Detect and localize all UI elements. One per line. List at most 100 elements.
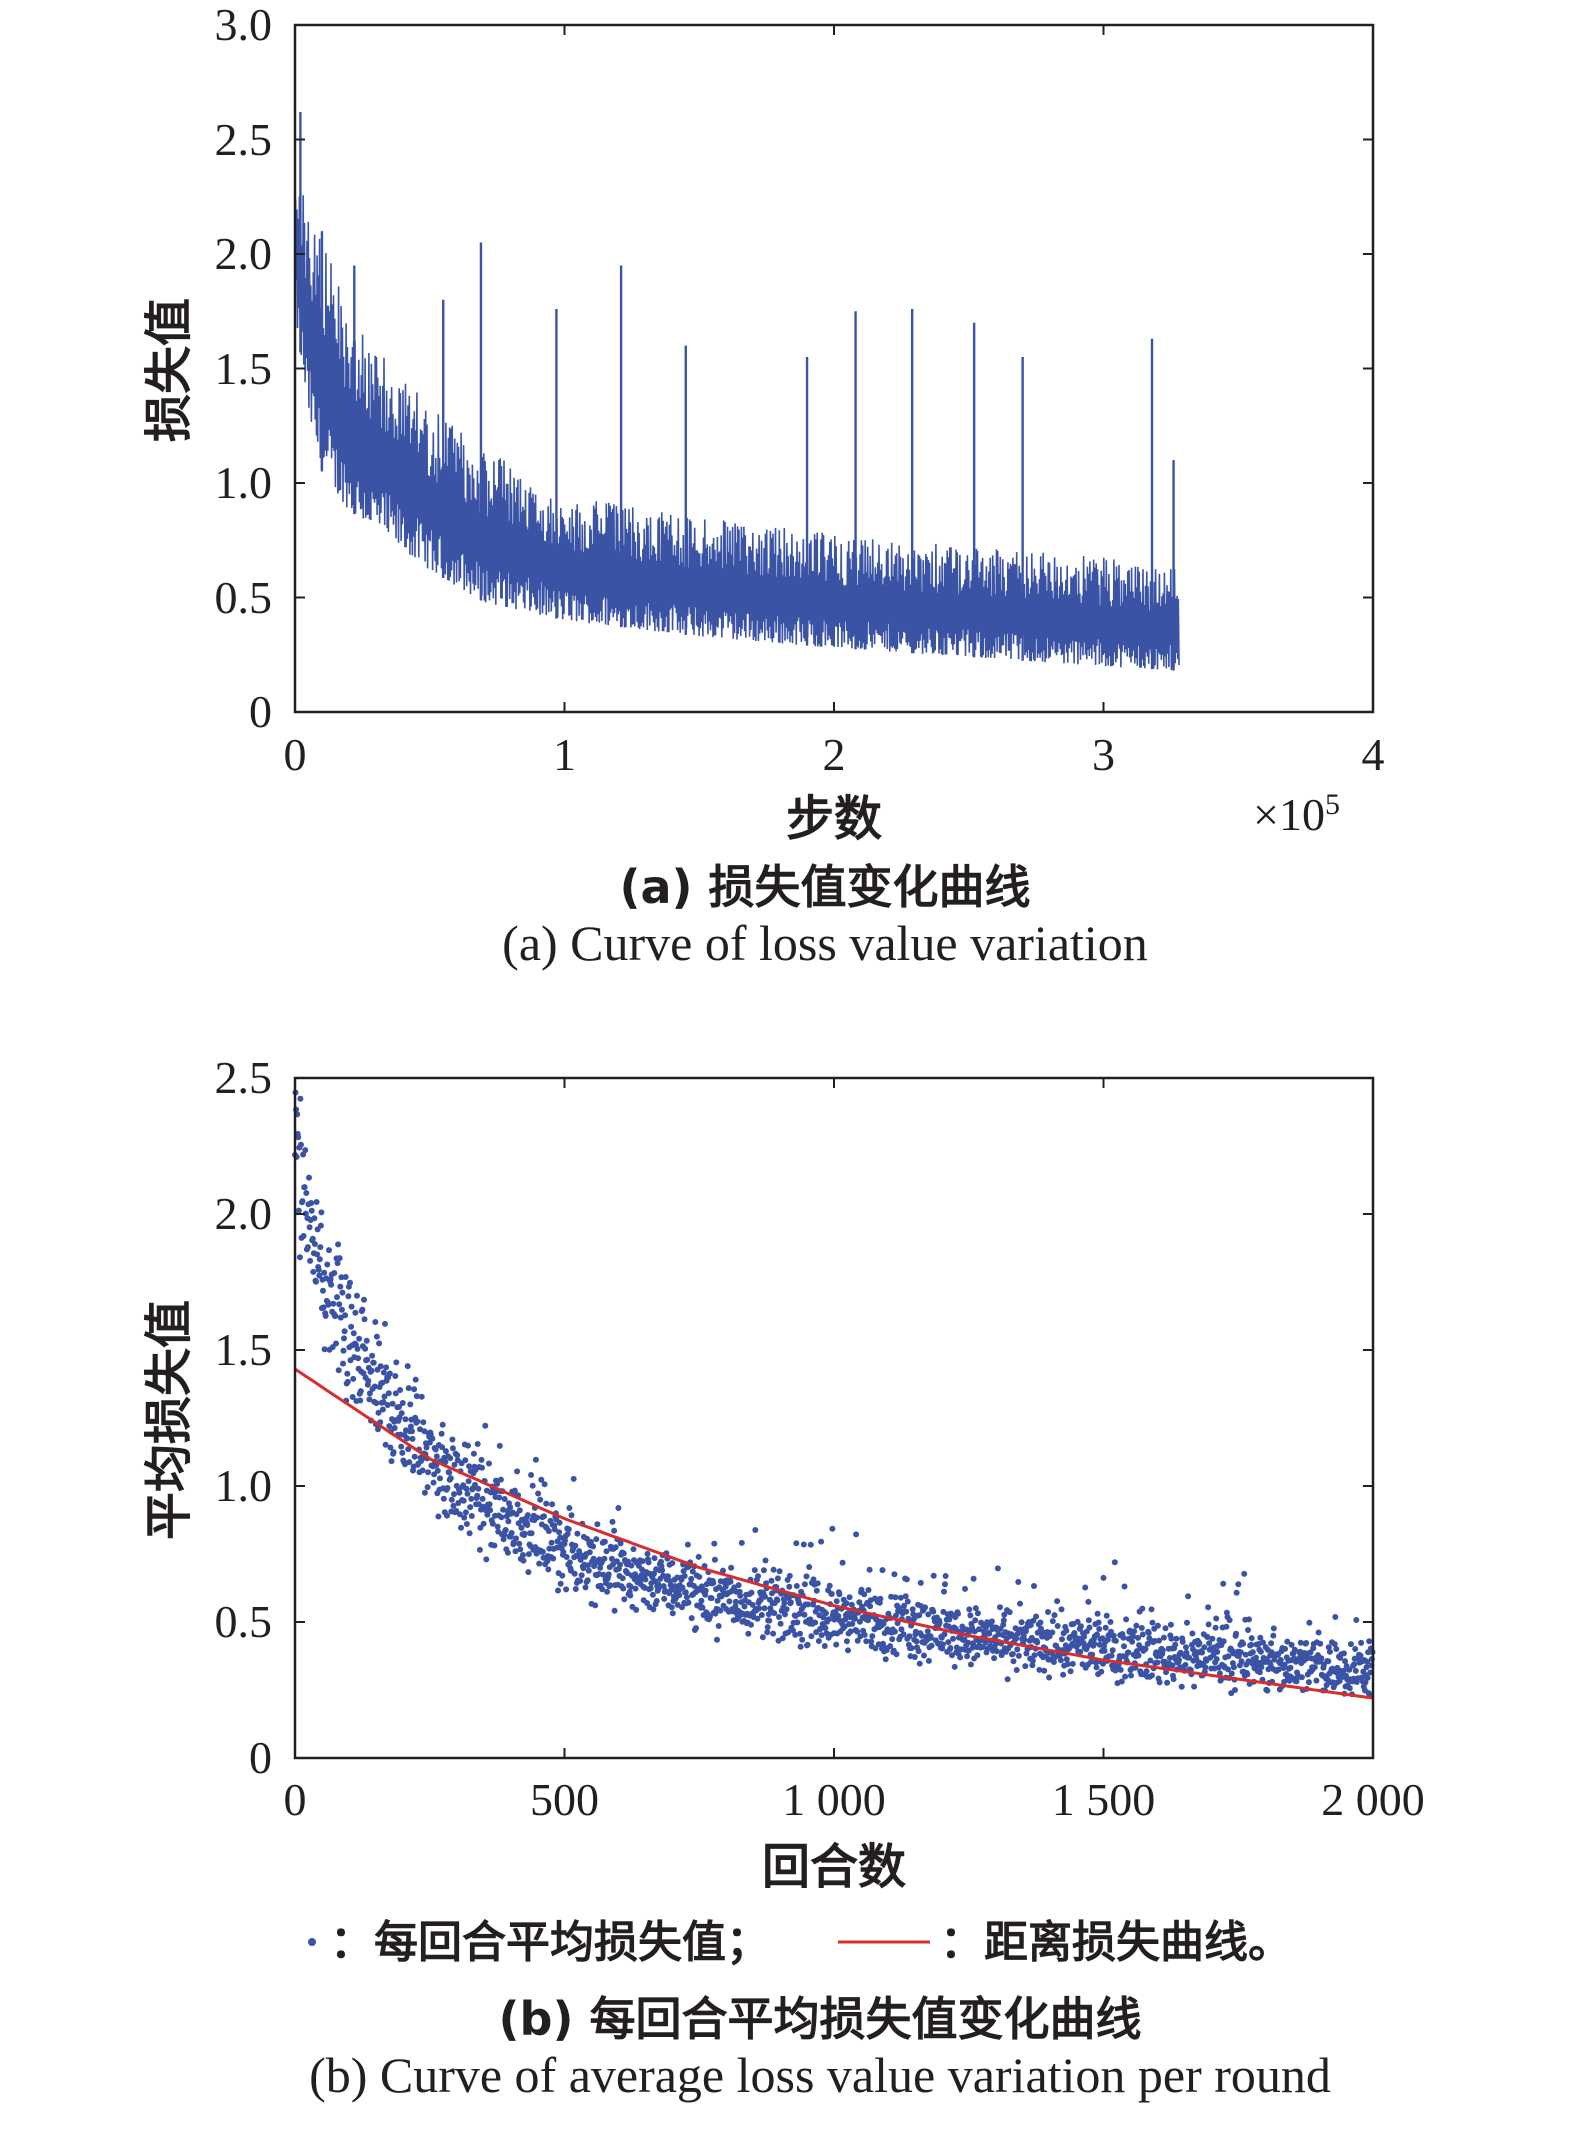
scatter-point [1196, 1640, 1203, 1646]
scatter-point [1109, 1647, 1116, 1654]
scatter-point [893, 1612, 899, 1619]
scatter-point [1281, 1661, 1288, 1668]
scatter-point [1111, 1559, 1118, 1566]
scatter-point [925, 1657, 932, 1664]
scatter-point [1233, 1589, 1240, 1596]
scatter-point [297, 1095, 304, 1102]
scatter-point [658, 1558, 664, 1565]
scatter-point [431, 1471, 438, 1478]
scatter-point [365, 1377, 372, 1384]
scatter-point [696, 1573, 703, 1580]
scatter-point [1204, 1634, 1211, 1640]
scatter-point [806, 1564, 813, 1570]
scatter-point [1120, 1634, 1127, 1641]
scatter-point [361, 1296, 367, 1303]
scatter-point [1162, 1625, 1169, 1632]
scatter-point [1277, 1657, 1284, 1663]
scatter-point [847, 1628, 854, 1635]
scatter-point [1089, 1651, 1096, 1658]
scatter-point [1364, 1658, 1371, 1665]
scatter-point [592, 1602, 599, 1609]
scatter-point [782, 1611, 788, 1618]
scatter-point [1004, 1676, 1011, 1683]
scatter-point [1199, 1649, 1206, 1656]
scatter-point [551, 1526, 558, 1533]
scatter-point [1088, 1658, 1095, 1665]
scatter-point [1050, 1659, 1057, 1665]
scatter-point [776, 1614, 782, 1620]
scatter-point [484, 1511, 491, 1518]
chart-a-ylabel: 损失值 [141, 298, 197, 442]
scatter-point [774, 1575, 781, 1582]
chart-b-xlabel: 回合数 [762, 1839, 906, 1895]
scatter-point [566, 1505, 573, 1511]
scatter-point [1133, 1622, 1140, 1629]
chart-b-fit-curve [294, 1367, 1374, 1700]
scatter-point [976, 1626, 982, 1633]
scatter-point [463, 1485, 470, 1492]
scatter-point [685, 1599, 692, 1606]
scatter-point [761, 1605, 768, 1612]
chart-a-ytick-6: 3.0 [215, 0, 273, 50]
chart-a-xtick-4: 4 [1362, 729, 1385, 780]
scatter-point [354, 1292, 360, 1299]
scatter-point [582, 1584, 589, 1591]
scatter-point [768, 1577, 775, 1584]
chart-a-loss-line [294, 195, 1180, 671]
scatter-point [1313, 1677, 1320, 1684]
scatter-point [1067, 1668, 1074, 1675]
scatter-point [1000, 1617, 1007, 1624]
scatter-point [456, 1511, 463, 1518]
scatter-point [1220, 1638, 1227, 1645]
scatter-point [520, 1557, 527, 1564]
scatter-point [1091, 1640, 1098, 1647]
scatter-point [295, 1134, 302, 1141]
scatter-point [979, 1644, 986, 1650]
scatter-point [538, 1476, 545, 1483]
scatter-point [475, 1501, 482, 1508]
scatter-point [605, 1571, 612, 1578]
scatter-point [397, 1387, 404, 1393]
scatter-point [748, 1621, 754, 1628]
scatter-point [537, 1496, 544, 1503]
scatter-point [375, 1426, 381, 1433]
scatter-point [1358, 1639, 1365, 1646]
scatter-point [887, 1643, 894, 1650]
scatter-point [347, 1279, 353, 1286]
scatter-point [688, 1615, 695, 1622]
scatter-point [564, 1531, 571, 1537]
scatter-point [1086, 1624, 1093, 1631]
scatter-point [1013, 1635, 1020, 1642]
scatter-point [608, 1555, 615, 1562]
scatter-point [974, 1610, 981, 1617]
scatter-point [437, 1475, 443, 1482]
scatter-point [793, 1540, 800, 1547]
scatter-point [869, 1633, 876, 1640]
scatter-point [737, 1592, 744, 1599]
scatter-point [310, 1268, 317, 1275]
scatter-point [440, 1495, 447, 1502]
scatter-point [774, 1597, 781, 1604]
scatter-point [800, 1541, 807, 1548]
scatter-point [554, 1544, 560, 1551]
scatter-point [930, 1608, 937, 1615]
chart-a-ytick-0: 0 [249, 686, 272, 737]
scatter-point [399, 1400, 406, 1406]
scatter-point [392, 1390, 399, 1397]
scatter-point [1149, 1672, 1155, 1679]
scatter-point [939, 1641, 946, 1648]
scatter-point [698, 1597, 705, 1604]
scatter-point [335, 1367, 342, 1374]
scatter-point [311, 1241, 318, 1247]
scatter-point [524, 1512, 531, 1519]
scatter-point [988, 1618, 995, 1625]
scatter-point [1131, 1628, 1138, 1635]
scatter-point [628, 1562, 635, 1569]
scatter-point [1177, 1649, 1184, 1656]
scatter-point [1058, 1606, 1065, 1613]
scatter-point [1318, 1655, 1325, 1662]
scatter-point [949, 1652, 955, 1659]
scatter-point [1248, 1641, 1255, 1648]
scatter-point [1351, 1661, 1358, 1668]
scatter-point [783, 1606, 790, 1613]
